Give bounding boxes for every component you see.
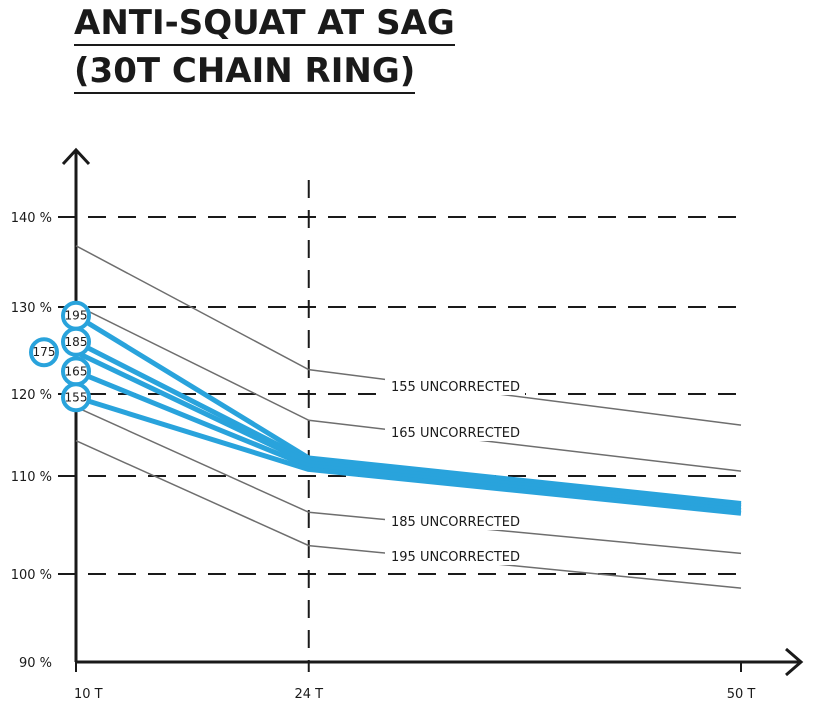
series-marker-label: 195 (65, 309, 88, 323)
series-marker-label: 155 (65, 390, 88, 404)
series-marker-circle (61, 382, 91, 413)
uncorrected-label: 155 UNCORRECTED (391, 380, 520, 395)
x-axis-arrow-icon (785, 647, 804, 677)
uncorrected-line (75, 406, 742, 555)
uncorrected-line (75, 245, 742, 426)
label-background (385, 377, 525, 395)
corrected-line (74, 349, 742, 510)
label-background (4, 467, 54, 485)
uncorrected-line (75, 440, 742, 589)
x-tick-label: 10 T (74, 687, 103, 702)
uncorrected-line (75, 304, 742, 472)
label-background (4, 653, 54, 671)
uncorrected-label: 165 UNCORRECTED (391, 426, 520, 441)
uncorrected-label: 195 UNCORRECTED (391, 550, 520, 565)
y-tick-label: 140 % (11, 211, 52, 226)
label-background (4, 565, 54, 583)
label-background (385, 423, 525, 441)
label-background (4, 208, 54, 226)
y-tick-label: 110 % (11, 470, 52, 485)
corrected-line (75, 369, 742, 513)
uncorrected-label: 185 UNCORRECTED (391, 515, 520, 530)
y-tick-label: 90 % (19, 656, 52, 671)
series-marker-label: 185 (65, 335, 88, 349)
chart-title-line-2: (30T CHAIN RING) (74, 50, 416, 94)
y-tick-label: 120 % (11, 388, 52, 403)
y-tick-label: 130 % (11, 301, 52, 316)
series-marker-circle (61, 326, 91, 357)
corrected-line (75, 394, 742, 516)
series-marker-circle (29, 337, 59, 368)
series-marker-label: 175 (33, 345, 56, 359)
chart-title-line-1: ANTI-SQUAT AT SAG (74, 2, 455, 46)
label-background (385, 512, 525, 530)
x-tick-label: 24 T (294, 687, 323, 702)
x-tick-label: 50 T (727, 687, 756, 702)
y-tick-label: 100 % (11, 568, 52, 583)
series-marker-label: 165 (65, 364, 88, 378)
y-axis-arrow-icon (61, 147, 91, 166)
label-background (385, 547, 525, 565)
label-background (4, 385, 54, 403)
label-background (4, 298, 54, 316)
